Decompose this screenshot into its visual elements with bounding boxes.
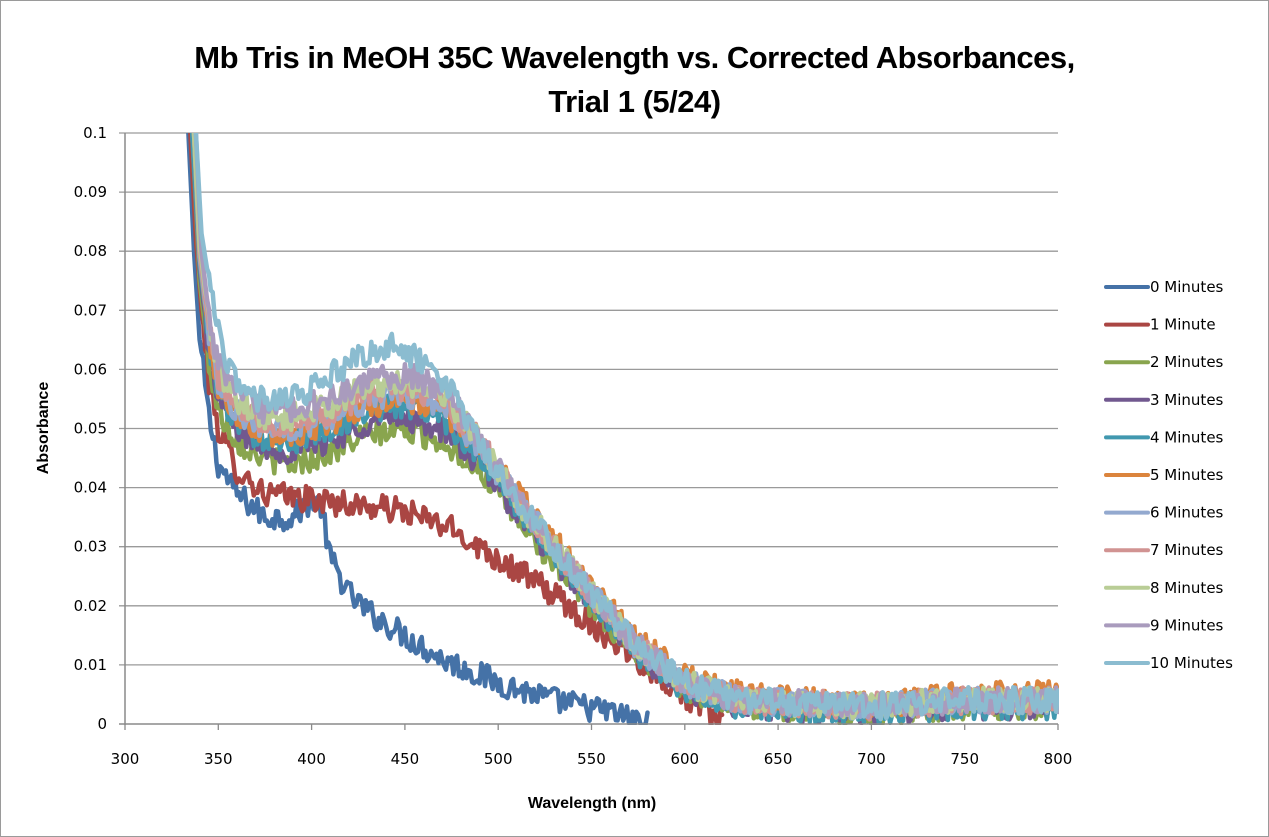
- axes: [119, 133, 1059, 730]
- y-tick-label: 0.1: [83, 124, 107, 142]
- legend-label: 8 Minutes: [1150, 579, 1224, 597]
- chart-title-line-2: Trial 1 (5/24): [548, 84, 721, 119]
- y-tick-label: 0.08: [74, 242, 107, 260]
- x-tick-label: 500: [484, 750, 513, 768]
- legend-label: 1 Minute: [1150, 316, 1216, 334]
- legend-label: 0 Minutes: [1150, 278, 1224, 296]
- legend-label: 3 Minutes: [1150, 391, 1224, 409]
- x-tick-label: 300: [111, 750, 140, 768]
- chart-title-line-1: Mb Tris in MeOH 35C Wavelength vs. Corre…: [194, 40, 1075, 75]
- legend-label: 6 Minutes: [1150, 504, 1224, 522]
- y-tick-label: 0.03: [74, 538, 107, 556]
- x-tick-label: 800: [1044, 750, 1073, 768]
- legend-label: 9 Minutes: [1150, 616, 1224, 634]
- series-line-0-minutes: [186, 133, 650, 725]
- x-tick-label: 450: [391, 750, 420, 768]
- legend-label: 10 Minutes: [1150, 654, 1233, 672]
- y-tick-label: 0.09: [74, 183, 107, 201]
- x-tick-label: 750: [950, 750, 979, 768]
- y-axis-title: Absorbance: [35, 382, 52, 475]
- y-tick-label: 0.02: [74, 597, 107, 615]
- x-tick-label: 650: [764, 750, 793, 768]
- y-tick-label: 0.05: [74, 420, 107, 438]
- series-group: [186, 133, 1059, 725]
- legend-label: 4 Minutes: [1150, 428, 1224, 446]
- x-tick-label: 600: [670, 750, 699, 768]
- y-tick-label: 0.07: [74, 301, 107, 319]
- x-tick-label: 400: [297, 750, 326, 768]
- x-axis-title: Wavelength (nm): [528, 795, 656, 812]
- y-tick-label: 0.04: [74, 479, 107, 497]
- legend: 0 Minutes 1 Minute 2 Minutes 3 Minutes 4 Min…: [1104, 278, 1233, 672]
- x-tick-label: 700: [857, 750, 886, 768]
- legend-label: 2 Minutes: [1150, 353, 1224, 371]
- x-tick-label: 550: [577, 750, 606, 768]
- y-tick-labels: 0 0.01 0.02 0.03 0.04 0.05 0.06 0.07 0.08 0.09 0.1: [74, 124, 107, 733]
- legend-label: 5 Minutes: [1150, 466, 1224, 484]
- x-tick-labels: 300 350 400 450 500 550 600 650 700 750 800: [111, 750, 1073, 768]
- legend-label: 7 Minutes: [1150, 541, 1224, 559]
- y-tick-label: 0: [97, 715, 107, 733]
- y-tick-label: 0.06: [74, 360, 107, 378]
- x-tick-label: 350: [204, 750, 233, 768]
- series-line-10-minutes: [193, 133, 1059, 722]
- y-tick-label: 0.01: [74, 656, 107, 674]
